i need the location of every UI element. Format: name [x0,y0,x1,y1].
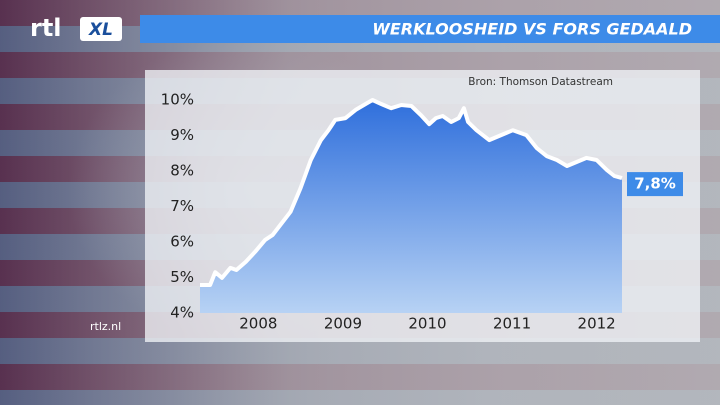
x-tick-label: 2011 [493,315,531,333]
y-tick-label: 4% [170,304,194,322]
y-tick-label: 10% [161,91,194,109]
title-bar [140,15,720,43]
chart-title: WERKLOOSHEID VS FORS GEDAALD [372,20,692,39]
y-tick-label: 9% [170,126,194,144]
footer-url: rtlz.nl [90,320,121,333]
line [200,98,623,287]
y-tick-label: 8% [170,162,194,180]
x-tick-label: 2012 [578,315,616,333]
plot: 4% 5% 6% 7% 8% 9% 10% 2008 2009 2010 2011 2012 7,8% [161,91,683,333]
value-label-bg [627,172,683,197]
source: Bron: Thomson Datastream [468,76,613,88]
logo-badge: XL [88,20,113,40]
area [200,100,622,313]
y-tick-label: 5% [170,268,194,286]
y-tick-label: 6% [170,233,194,251]
value-label: 7,8% [634,175,676,193]
logo: rtl XL [30,14,122,42]
x-tick-label: 2008 [239,315,277,333]
y-tick-label: 7% [170,197,194,215]
logo-badge-bg [80,17,122,41]
x-tick-label: 2010 [408,315,446,333]
logo-text: rtl [30,14,62,42]
x-tick-label: 2009 [324,315,362,333]
